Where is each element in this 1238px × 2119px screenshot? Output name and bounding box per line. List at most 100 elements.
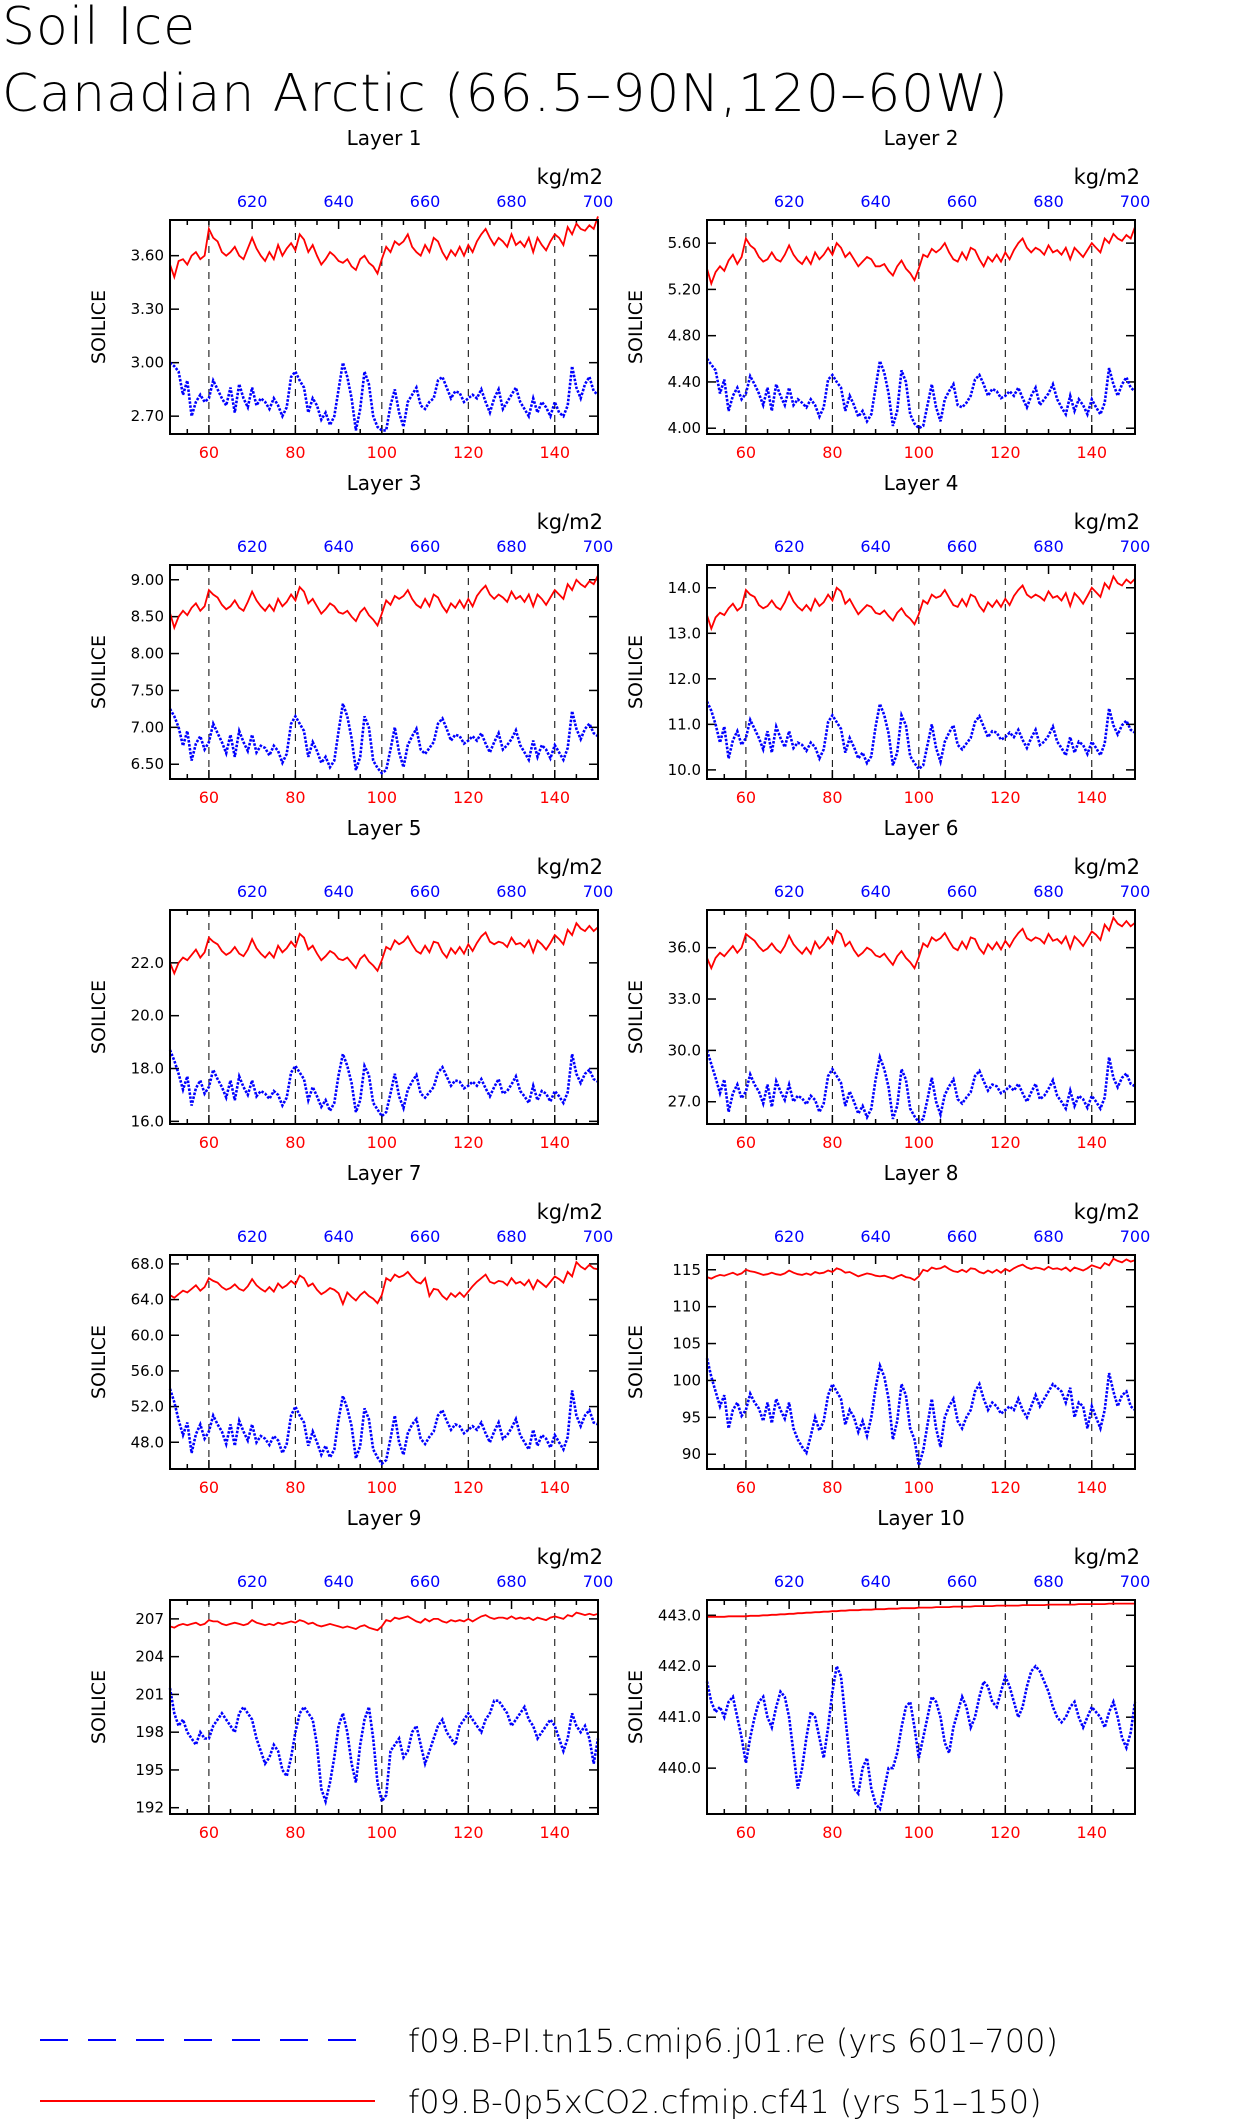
unit-label: kg/m2	[1074, 510, 1140, 534]
x-tick-label-top: 620	[237, 1572, 268, 1591]
unit-label: kg/m2	[537, 1200, 603, 1224]
series-line-red	[169, 921, 599, 976]
x-tick-label-bottom: 100	[904, 1478, 935, 1497]
y-tick-label: 204	[135, 1648, 164, 1666]
series-line-red	[169, 1260, 599, 1307]
plot-frame	[169, 219, 599, 435]
panel-title: Layer 5	[347, 816, 422, 840]
x-tick-label-bottom: 60	[199, 1133, 219, 1152]
series-line-red	[169, 1611, 599, 1632]
y-tick-label: 8.00	[131, 645, 164, 663]
plot-frame	[169, 909, 599, 1125]
y-axis-label: SOILICE	[625, 1670, 647, 1744]
x-tick-label-top: 640	[860, 1227, 891, 1246]
x-tick-label-bottom: 140	[539, 443, 570, 462]
x-tick-label-bottom: 80	[285, 1478, 305, 1497]
x-tick-label-top: 700	[1120, 1227, 1151, 1246]
x-tick-label-bottom: 120	[453, 1133, 484, 1152]
y-axis-label: SOILICE	[88, 290, 110, 364]
x-tick-label-top: 620	[774, 1572, 805, 1591]
chart-panel-5: Layer 5 kg/m2 SOILICE 60 80 100 120 140 620 640 66…	[88, 816, 613, 1152]
panel-title: Layer 1	[347, 126, 422, 150]
x-tick-label-bottom: 100	[904, 443, 935, 462]
y-tick-label: 443.0	[658, 1606, 701, 1624]
series-line-red	[169, 216, 599, 281]
x-tick-label-top: 680	[1033, 1572, 1064, 1591]
x-tick-label-bottom: 80	[822, 788, 842, 807]
panel-title: Layer 4	[884, 471, 959, 495]
x-tick-label-top: 680	[496, 1572, 527, 1591]
legend-label-red: f09.B-0p5xCO2.cfmip.cf41 (yrs 51–150)	[408, 2083, 1042, 2119]
panel-title: Layer 2	[884, 126, 959, 150]
x-tick-label-top: 700	[583, 882, 614, 901]
x-tick-label-bottom: 80	[822, 1478, 842, 1497]
y-tick-label: 198	[135, 1723, 164, 1741]
y-tick-label: 16.0	[131, 1112, 164, 1130]
series-line-blue	[168, 1388, 599, 1466]
series-line-blue	[705, 1358, 1136, 1466]
x-tick-label-bottom: 120	[990, 788, 1021, 807]
x-tick-label-top: 640	[860, 882, 891, 901]
y-tick-label: 207	[135, 1610, 164, 1628]
figure-title-line1: Soil Ice	[2, 0, 196, 57]
y-tick-label: 22.0	[131, 954, 164, 972]
chart-panel-10: Layer 10 kg/m2 SOILICE 60 80 100 120 140 620 640 6…	[625, 1506, 1150, 1842]
x-tick-label-bottom: 120	[990, 1823, 1021, 1842]
y-tick-label: 441.0	[658, 1708, 701, 1726]
y-tick-label: 11.0	[668, 715, 701, 733]
y-axis-label: SOILICE	[625, 1325, 647, 1399]
y-tick-label: 5.60	[668, 234, 701, 252]
x-tick-label-bottom: 80	[822, 1133, 842, 1152]
x-tick-label-top: 700	[1120, 537, 1151, 556]
y-tick-label: 442.0	[658, 1657, 701, 1675]
x-tick-label-bottom: 80	[285, 443, 305, 462]
plot-frame	[706, 909, 1136, 1125]
x-tick-label-bottom: 100	[367, 1133, 398, 1152]
unit-label: kg/m2	[537, 1545, 603, 1569]
y-tick-label: 110	[672, 1298, 701, 1316]
y-tick-label: 6.50	[131, 755, 164, 773]
x-tick-label-bottom: 60	[736, 1478, 756, 1497]
y-axis-label: SOILICE	[88, 980, 110, 1054]
panel-title: Layer 6	[884, 816, 959, 840]
x-tick-label-top: 700	[583, 1572, 614, 1591]
y-tick-label: 3.60	[131, 247, 164, 265]
plot-frame	[706, 219, 1136, 435]
x-tick-label-top: 620	[237, 1227, 268, 1246]
x-tick-label-top: 660	[410, 1572, 441, 1591]
y-axis-label: SOILICE	[88, 635, 110, 709]
x-tick-label-top: 660	[947, 537, 978, 556]
x-tick-label-bottom: 120	[453, 788, 484, 807]
chart-panel-2: Layer 2 kg/m2 SOILICE 60 80 100 120 140 620 640 66…	[625, 126, 1150, 462]
y-tick-label: 195	[135, 1761, 164, 1779]
x-tick-label-top: 620	[237, 537, 268, 556]
plot-frame	[706, 1599, 1136, 1815]
series-line-blue	[705, 356, 1136, 430]
x-tick-label-top: 640	[860, 192, 891, 211]
x-tick-label-bottom: 60	[199, 443, 219, 462]
panel-title: Layer 10	[877, 1506, 965, 1530]
figure-title-line2: Canadian Arctic (66.5–90N,120–60W)	[2, 64, 1009, 124]
x-tick-label-top: 700	[583, 192, 614, 211]
y-tick-label: 36.0	[668, 939, 701, 957]
x-tick-label-top: 700	[1120, 1572, 1151, 1591]
legend-label-blue: f09.B-PI.tn15.cmip6.j01.re (yrs 601–700)	[408, 2022, 1058, 2060]
y-tick-label: 18.0	[131, 1060, 164, 1078]
y-tick-label: 30.0	[668, 1041, 701, 1059]
chart-panel-8: Layer 8 kg/m2 SOILICE 60 80 100 120 140 620 640 66…	[625, 1161, 1150, 1497]
y-tick-label: 33.0	[668, 990, 701, 1008]
panel-title: Layer 9	[347, 1506, 422, 1530]
y-tick-label: 12.0	[668, 670, 701, 688]
x-tick-label-bottom: 80	[285, 1133, 305, 1152]
y-tick-label: 201	[135, 1685, 164, 1703]
chart-panel-1: Layer 1 kg/m2 SOILICE 60 80 100 120 140 620 640 66…	[88, 126, 613, 462]
x-tick-label-bottom: 80	[285, 1823, 305, 1842]
x-tick-label-top: 620	[774, 537, 805, 556]
x-tick-label-bottom: 140	[1076, 1478, 1107, 1497]
x-tick-label-bottom: 80	[822, 443, 842, 462]
y-tick-label: 13.0	[668, 624, 701, 642]
x-tick-label-top: 640	[323, 1227, 354, 1246]
panel-title: Layer 8	[884, 1161, 959, 1185]
x-tick-label-top: 660	[410, 1227, 441, 1246]
x-tick-label-top: 680	[1033, 1227, 1064, 1246]
